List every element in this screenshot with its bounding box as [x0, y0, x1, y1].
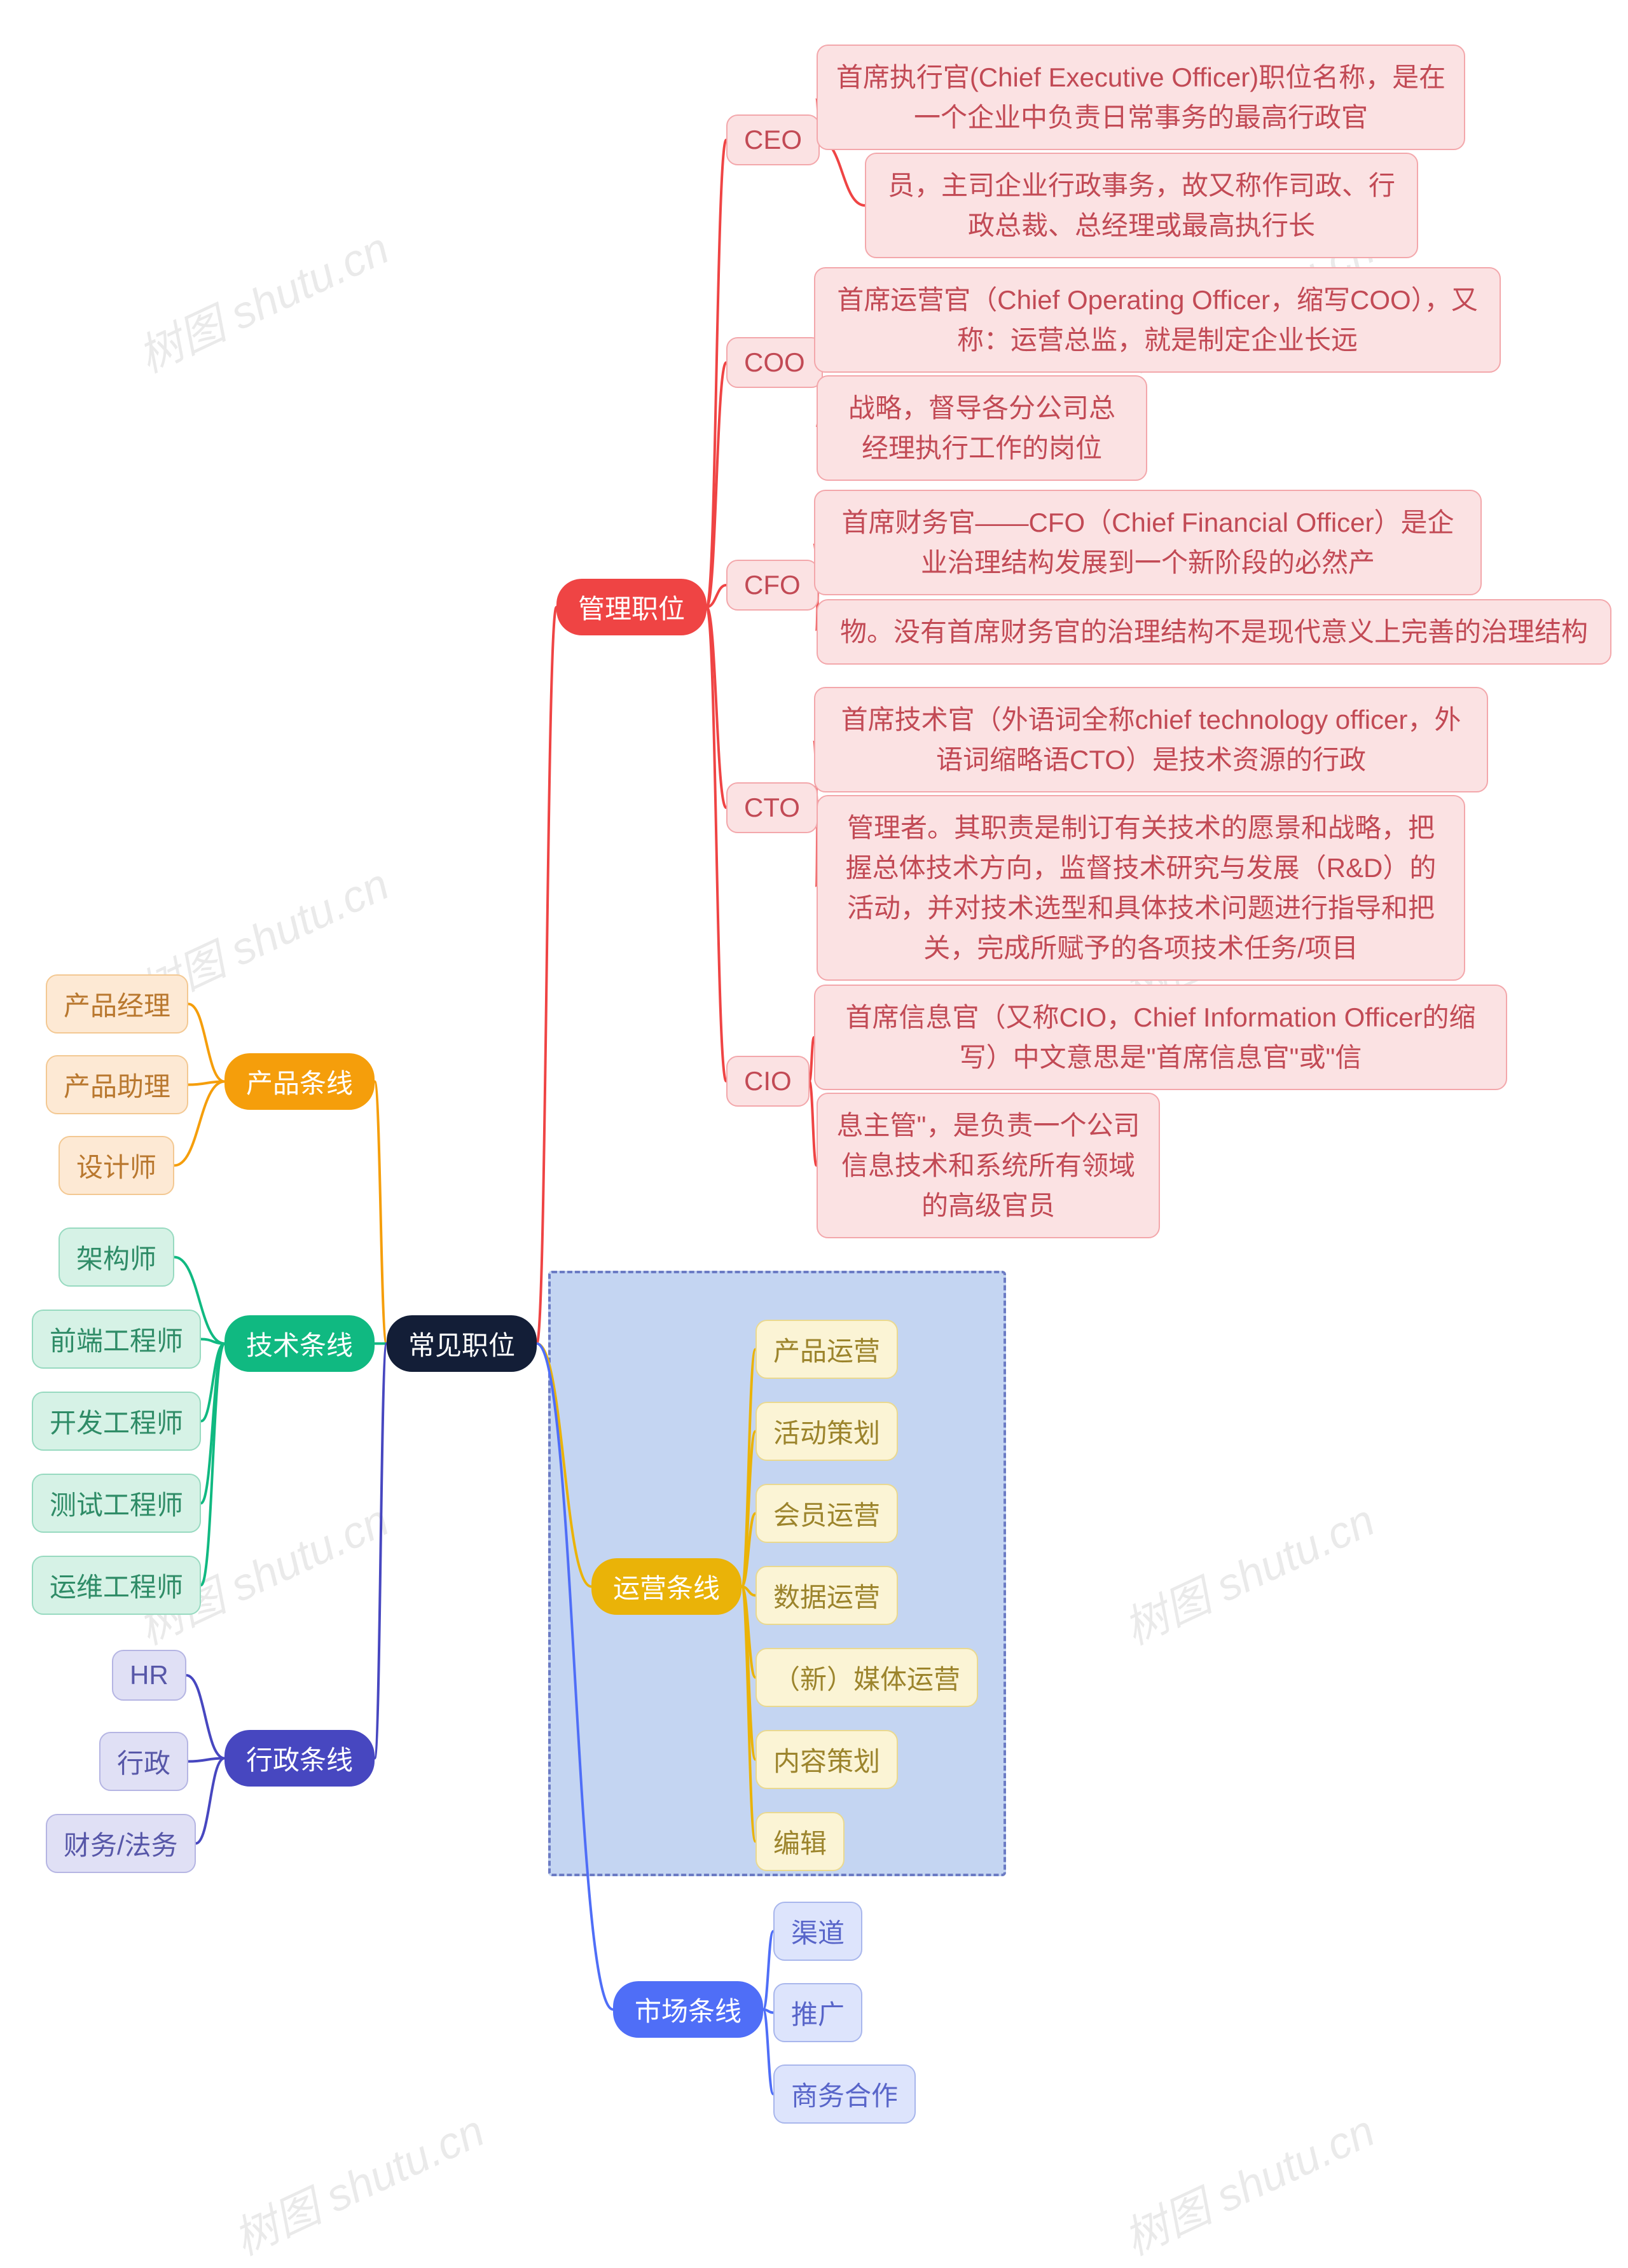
admin-item-0[interactable]: HR — [112, 1650, 186, 1701]
mgmt-cto-detail-1[interactable]: 管理者。其职责是制订有关技术的愿景和战略，把握总体技术方向，监督技术研究与发展（… — [817, 795, 1465, 981]
branch-market[interactable]: 市场条线 — [613, 1981, 763, 2038]
mgmt-item-coo[interactable]: COO — [726, 337, 823, 388]
product-item-2[interactable]: 设计师 — [59, 1136, 174, 1195]
mgmt-coo-detail-1[interactable]: 战略，督导各分公司总经理执行工作的岗位 — [817, 375, 1147, 481]
market-item-0[interactable]: 渠道 — [773, 1902, 862, 1961]
ops-item-4[interactable]: （新）媒体运营 — [755, 1648, 978, 1707]
tech-item-1[interactable]: 前端工程师 — [32, 1310, 201, 1369]
product-item-1[interactable]: 产品助理 — [46, 1055, 188, 1114]
mgmt-cio-detail-1[interactable]: 息主管"，是负责一个公司信息技术和系统所有领域的高级官员 — [817, 1093, 1160, 1238]
branch-admin[interactable]: 行政条线 — [224, 1730, 375, 1787]
root-node[interactable]: 常见职位 — [387, 1315, 537, 1372]
mgmt-coo-detail-0[interactable]: 首席运营官（Chief Operating Officer，缩写COO），又称：… — [814, 267, 1501, 373]
admin-item-2[interactable]: 财务/法务 — [46, 1814, 196, 1873]
tech-item-4[interactable]: 运维工程师 — [32, 1556, 201, 1615]
ops-item-5[interactable]: 内容策划 — [755, 1730, 898, 1789]
branch-product[interactable]: 产品条线 — [224, 1053, 375, 1110]
mgmt-ceo-detail-1[interactable]: 员，主司企业行政事务，故又称作司政、行政总裁、总经理或最高执行长 — [865, 153, 1418, 258]
tech-item-2[interactable]: 开发工程师 — [32, 1392, 201, 1451]
branch-tech[interactable]: 技术条线 — [224, 1315, 375, 1372]
mgmt-cio-detail-0[interactable]: 首席信息官（又称CIO，Chief Information Officer的缩写… — [814, 985, 1507, 1090]
watermark: 树图 shutu.cn — [1112, 2096, 1384, 2268]
watermark: 树图 shutu.cn — [222, 2096, 493, 2268]
ops-item-2[interactable]: 会员运营 — [755, 1484, 898, 1543]
market-item-1[interactable]: 推广 — [773, 1983, 862, 2042]
admin-item-1[interactable]: 行政 — [99, 1732, 188, 1791]
mgmt-item-ceo[interactable]: CEO — [726, 114, 820, 165]
mgmt-cto-detail-0[interactable]: 首席技术官（外语词全称chief technology officer，外语词缩… — [814, 687, 1488, 792]
ops-item-3[interactable]: 数据运营 — [755, 1566, 898, 1625]
mgmt-item-cio[interactable]: CIO — [726, 1056, 810, 1107]
mgmt-ceo-detail-0[interactable]: 首席执行官(Chief Executive Officer)职位名称，是在一个企… — [817, 45, 1465, 150]
ops-item-0[interactable]: 产品运营 — [755, 1320, 898, 1379]
branch-management[interactable]: 管理职位 — [556, 579, 707, 635]
watermark: 树图 shutu.cn — [1112, 1485, 1384, 1657]
tech-item-3[interactable]: 测试工程师 — [32, 1474, 201, 1533]
ops-item-1[interactable]: 活动策划 — [755, 1402, 898, 1461]
product-item-0[interactable]: 产品经理 — [46, 974, 188, 1034]
tech-item-0[interactable]: 架构师 — [59, 1227, 174, 1287]
branch-ops[interactable]: 运营条线 — [591, 1558, 742, 1615]
market-item-2[interactable]: 商务合作 — [773, 2064, 916, 2124]
mgmt-cfo-detail-1[interactable]: 物。没有首席财务官的治理结构不是现代意义上完善的治理结构 — [817, 599, 1611, 665]
mgmt-item-cfo[interactable]: CFO — [726, 560, 818, 611]
ops-item-6[interactable]: 编辑 — [755, 1812, 845, 1871]
mgmt-cfo-detail-0[interactable]: 首席财务官——CFO（Chief Financial Officer）是企业治理… — [814, 490, 1482, 595]
mgmt-item-cto[interactable]: CTO — [726, 782, 818, 833]
watermark: 树图 shutu.cn — [127, 213, 398, 385]
